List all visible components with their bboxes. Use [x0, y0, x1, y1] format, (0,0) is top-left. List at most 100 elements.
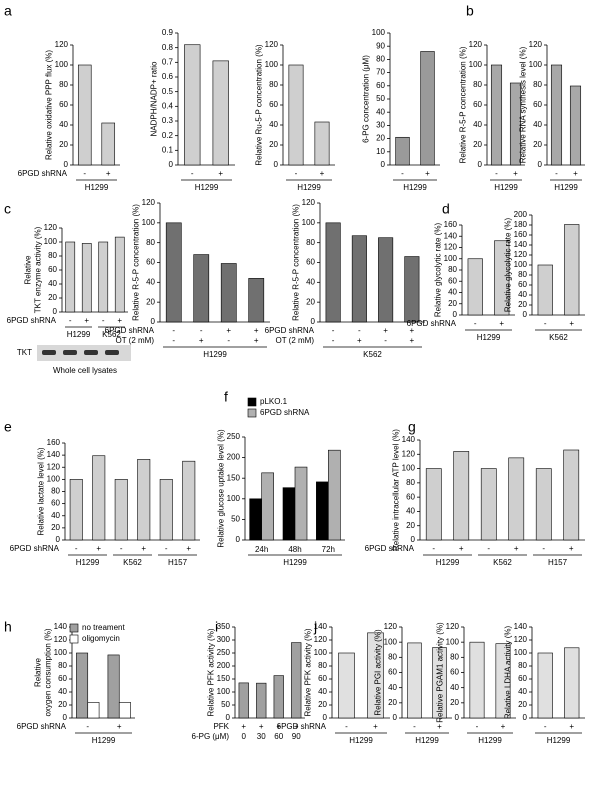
legend-swatch: [69, 623, 79, 633]
legend-swatch: [69, 634, 79, 644]
group-label: K562: [102, 330, 121, 339]
y-tick-label: 80: [473, 80, 482, 89]
bar: [407, 642, 422, 719]
blot-band: [84, 350, 98, 355]
bar: [69, 479, 83, 541]
bar: [87, 702, 100, 719]
row-label: 6-PG (μM): [192, 732, 230, 741]
y-tick-label: 0.3: [162, 116, 174, 125]
group-label: K562: [493, 558, 512, 567]
condition-mark: +: [96, 544, 101, 553]
condition-mark: 60: [274, 732, 283, 741]
bar: [184, 44, 201, 166]
condition-mark: -: [432, 544, 435, 553]
panel-letter: a: [4, 3, 12, 19]
y-tick-label: 100: [514, 648, 528, 657]
bar: [395, 136, 410, 166]
y-tick-label: 0: [523, 310, 528, 319]
bar: [65, 241, 76, 313]
y-tick-label: 180: [514, 220, 528, 229]
y-tick-label: 120: [142, 198, 156, 207]
bar: [114, 479, 128, 541]
y-tick-label: 20: [318, 700, 327, 709]
row-label: 6PGD shRNA: [105, 326, 155, 335]
bar: [288, 64, 304, 166]
bar: [404, 256, 420, 323]
bar: [118, 702, 131, 719]
condition-mark: +: [437, 722, 442, 731]
bar: [432, 647, 447, 719]
y-axis-label: TKT enzyme activity (%): [33, 226, 42, 313]
y-tick-label: 20: [51, 523, 60, 532]
y-tick-label: 120: [514, 635, 528, 644]
y-axis-label: Relative PGI activity (%): [373, 629, 382, 716]
y-tick-label: 120: [44, 223, 58, 232]
y-tick-label: 60: [388, 668, 397, 677]
y-tick-label: 40: [51, 511, 60, 520]
y-tick-label: 20: [473, 140, 482, 149]
panel-letter: e: [4, 419, 12, 435]
bar: [273, 675, 284, 719]
bar: [480, 468, 497, 541]
y-tick-label: 0: [478, 160, 483, 169]
y-tick-label: 70: [376, 68, 385, 77]
y-tick-label: 40: [473, 120, 482, 129]
y-tick-label: 350: [217, 622, 231, 631]
bar: [261, 472, 274, 541]
bar: [453, 451, 470, 541]
y-tick-label: 40: [146, 277, 155, 286]
y-tick-label: 0.7: [162, 57, 174, 66]
condition-mark: -: [295, 169, 298, 178]
y-tick-label: 120: [55, 40, 69, 49]
group-label: H1299: [554, 183, 578, 192]
bar: [563, 449, 580, 541]
y-tick-label: 90: [376, 41, 385, 50]
y-axis-label: Relative: [23, 255, 32, 284]
condition-mark: 30: [257, 732, 266, 741]
bar: [328, 449, 341, 541]
condition-mark: +: [259, 722, 264, 731]
row-label: 6PGD shRNA: [277, 722, 327, 731]
y-tick-label: 0: [53, 307, 58, 316]
bar: [494, 240, 510, 316]
x-tick-label: 24h: [255, 545, 268, 554]
y-tick-label: 100: [384, 637, 398, 646]
legend-swatch: [247, 397, 257, 407]
condition-mark: +: [226, 326, 231, 335]
y-tick-label: 100: [302, 218, 316, 227]
y-tick-label: 0: [56, 535, 61, 544]
y-tick-label: 50: [221, 700, 230, 709]
condition-mark: +: [276, 722, 281, 731]
bar: [509, 82, 522, 166]
y-tick-label: 40: [269, 120, 278, 129]
chart-panel: h 0 20 40 60 80 100 120 140 Relative oxygen consum…: [4, 619, 135, 745]
y-tick-label: 40: [533, 120, 542, 129]
group-label: H1299: [203, 350, 227, 359]
bar: [378, 237, 394, 323]
y-tick-label: 0: [169, 160, 174, 169]
condition-mark: +: [410, 336, 415, 345]
condition-mark: -: [358, 326, 361, 335]
bar: [212, 60, 229, 166]
y-tick-label: 20: [450, 698, 459, 707]
y-tick-label: 30: [376, 121, 385, 130]
y-tick-label: 100: [444, 254, 458, 263]
condition-mark: -: [544, 722, 547, 731]
condition-mark: -: [200, 326, 203, 335]
condition-mark: -: [476, 722, 479, 731]
y-tick-label: 40: [518, 687, 527, 696]
condition-mark: +: [186, 544, 191, 553]
y-tick-label: 140: [402, 435, 416, 444]
y-axis-label: NADPH/NADP+ ratio: [149, 61, 158, 136]
bar: [114, 236, 125, 313]
y-tick-label: 160: [47, 438, 61, 447]
y-tick-label: 80: [59, 80, 68, 89]
condition-mark: -: [102, 316, 105, 325]
y-tick-label: 50: [376, 94, 385, 103]
y-tick-label: 120: [402, 449, 416, 458]
condition-mark: +: [294, 722, 299, 731]
chart-panel: c 0 20 40 60 80 100 120 Relative TKT enzyme activ…: [4, 201, 131, 375]
